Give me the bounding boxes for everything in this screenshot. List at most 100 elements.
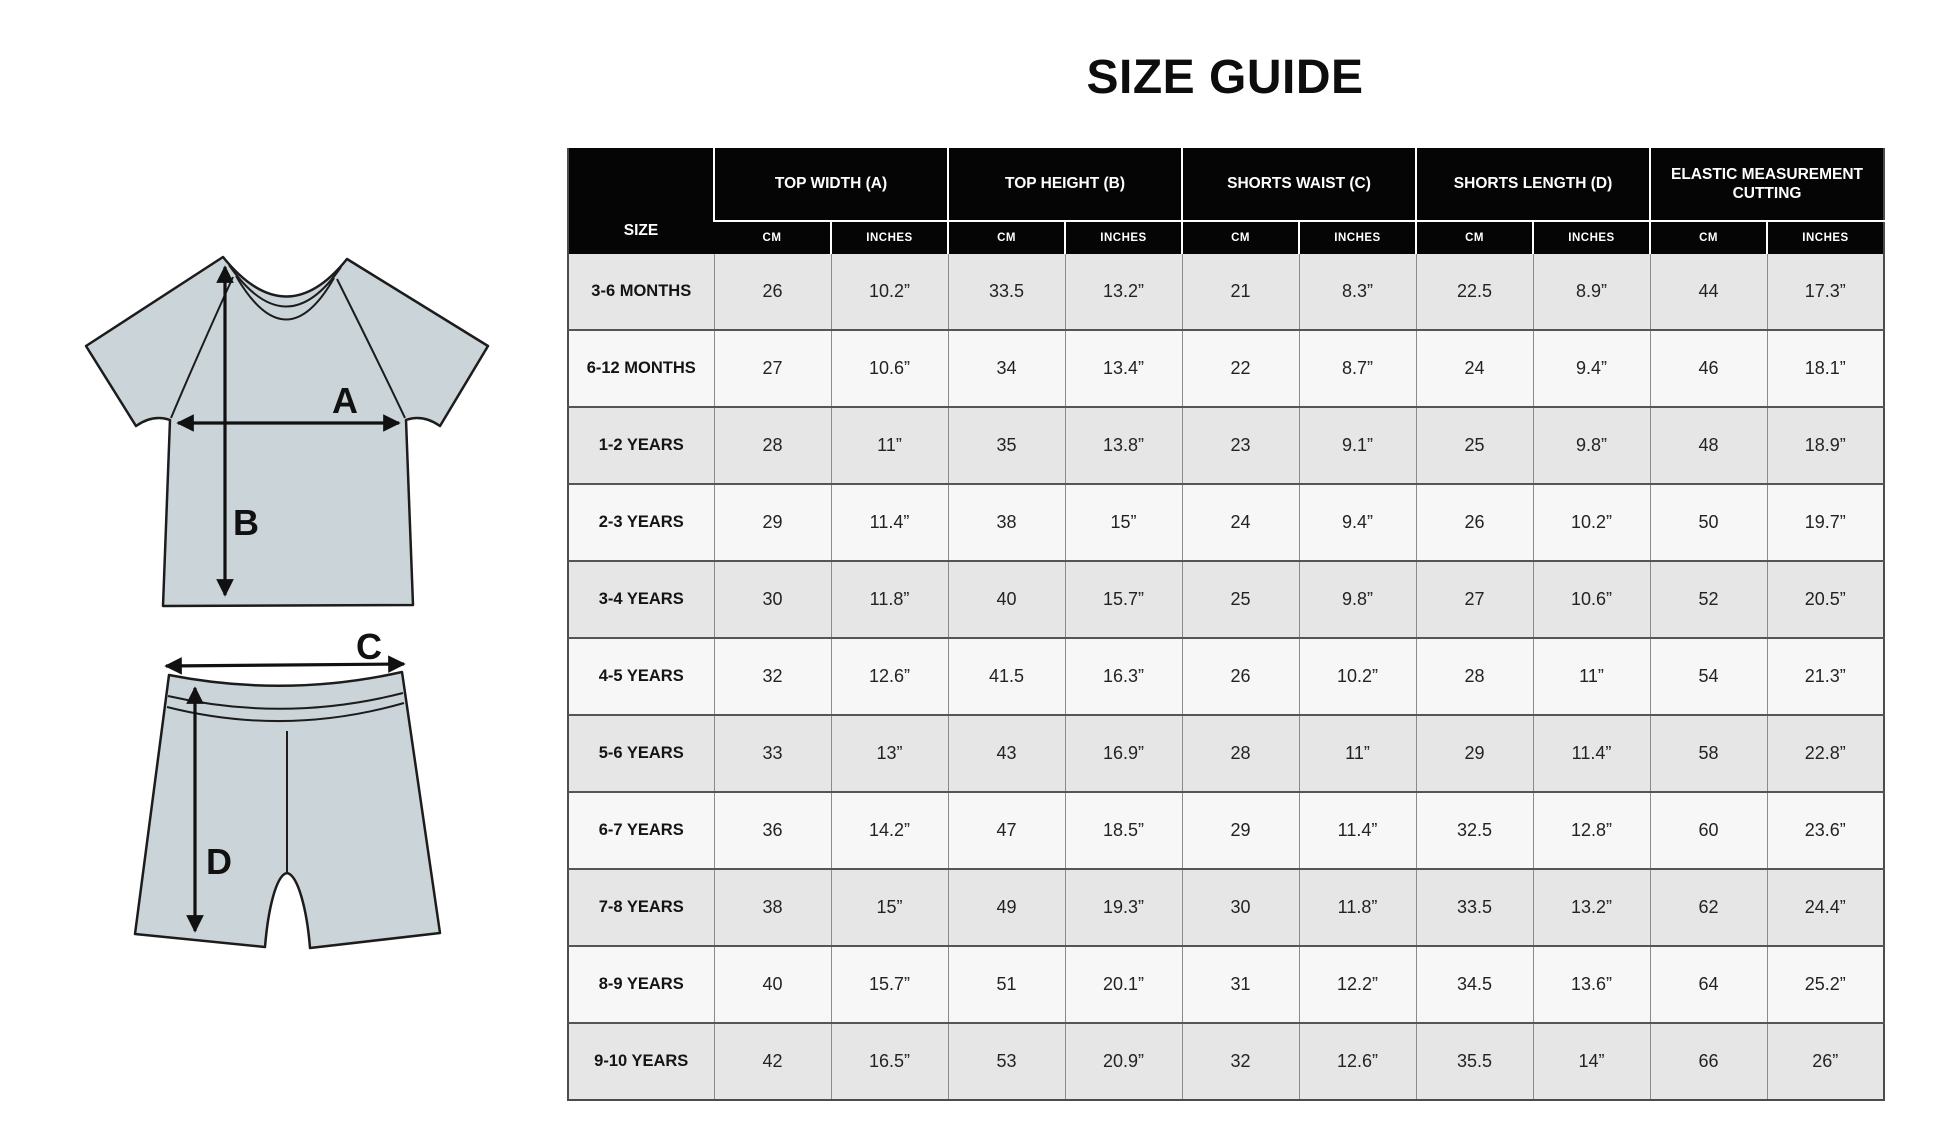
measurement-value-cell: 33.5 [1415,868,1534,946]
measurement-value-cell: 12.2” [1298,945,1417,1023]
table-row: 1-2 YEARS 28 11” 35 13.8” 23 9.1” 25 9.8” 48 18.9” [567,406,1885,484]
unit-header-cm: CM [947,220,1066,254]
label-c: C [356,628,382,667]
measurement-value-cell: 10.2” [1532,483,1651,561]
measurement-value-cell: 52 [1649,560,1768,638]
unit-header-inches: INCHES [1532,220,1651,254]
table-row: 6-12 MONTHS 27 10.6” 34 13.4” 22 8.7” 24 9.4” 46 1… [567,329,1885,407]
measurement-value-cell: 20.5” [1766,560,1885,638]
measurement-value-cell: 51 [947,945,1066,1023]
unit-header-inches: INCHES [1298,220,1417,254]
measurement-value-cell: 42 [713,1022,831,1100]
measurement-value-cell: 14” [1532,1022,1651,1100]
unit-header-inches: INCHES [1766,220,1885,254]
measurement-value-cell: 49 [947,868,1066,946]
measurement-value-cell: 10.6” [1532,560,1651,638]
size-row-label: 8-9 YEARS [567,945,714,1023]
measurement-value-cell: 10.2” [830,254,949,330]
unit-header-inches: INCHES [1064,220,1183,254]
tshirt-raglan-seam-right [336,278,406,419]
column-header-top-width: TOP WIDTH (A) [712,148,949,221]
table-row: 3-6 MONTHS 26 10.2” 33.5 13.2” 21 8.3” 22.5 8.9”… [567,254,1885,330]
measurement-value-cell: 35 [947,406,1066,484]
unit-header-cm: CM [1649,220,1768,254]
measurement-value-cell: 25.2” [1766,945,1885,1023]
measurement-value-cell: 29 [713,483,831,561]
measurement-value-cell: 27 [713,329,831,407]
measurement-value-cell: 19.3” [1064,868,1183,946]
measurement-value-cell: 41.5 [947,637,1066,715]
measurement-value-cell: 11.4” [1532,714,1651,792]
measurement-value-cell: 11.8” [1298,868,1417,946]
table-unit-header-row: CM INCHES CM INCHES CM INCHES CM INCHES … [568,220,1885,254]
measurement-value-cell: 40 [947,560,1066,638]
measurement-value-cell: 29 [1415,714,1534,792]
size-guide-table: SIZE TOP WIDTH (A) TOP HEIGHT (B) SHORTS… [567,148,1886,1101]
size-row-label: 1-2 YEARS [567,406,714,484]
measurement-value-cell: 12.6” [830,637,949,715]
column-header-top-height: TOP HEIGHT (B) [947,148,1183,221]
measurement-value-cell: 38 [713,868,831,946]
measurement-value-cell: 46 [1649,329,1768,407]
measurement-value-cell: 9.4” [1532,329,1651,407]
table-row: 4-5 YEARS 32 12.6” 41.5 16.3” 26 10.2” 28 11” 54 2… [567,637,1885,715]
measurement-value-cell: 40 [713,945,831,1023]
measurement-value-cell: 11” [1298,714,1417,792]
measurement-value-cell: 23.6” [1766,791,1885,869]
table-row: 6-7 YEARS 36 14.2” 47 18.5” 29 11.4” 32.5 12.8” 6… [567,791,1885,869]
measurement-value-cell: 11.4” [1298,791,1417,869]
measurement-value-cell: 47 [947,791,1066,869]
measurement-value-cell: 15.7” [1064,560,1183,638]
measurement-value-cell: 13.4” [1064,329,1183,407]
size-row-label: 2-3 YEARS [567,483,714,561]
measurement-value-cell: 11” [1532,637,1651,715]
measurement-value-cell: 11” [830,406,949,484]
tshirt-collar-line [235,275,335,321]
measurement-value-cell: 22 [1181,329,1300,407]
page-title: SIZE GUIDE [1086,51,1364,104]
measurement-value-cell: 66 [1649,1022,1768,1100]
measurement-value-cell: 24 [1181,483,1300,561]
measurement-value-cell: 11.4” [830,483,949,561]
measurement-value-cell: 38 [947,483,1066,561]
measurement-value-cell: 28 [713,406,831,484]
shorts-diagram: C D [133,628,442,950]
measurement-value-cell: 10.6” [830,329,949,407]
measurement-value-cell: 28 [1415,637,1534,715]
table-group-header-row: SIZE TOP WIDTH (A) TOP HEIGHT (B) SHORTS… [568,148,1885,254]
measurement-value-cell: 33.5 [947,254,1066,330]
measurement-value-cell: 26” [1766,1022,1885,1100]
measurement-value-cell: 16.3” [1064,637,1183,715]
column-header-shorts-waist: SHORTS WAIST (C) [1181,148,1417,221]
measurement-value-cell: 26 [1181,637,1300,715]
measurement-value-cell: 12.6” [1298,1022,1417,1100]
measurement-value-cell: 18.1” [1766,329,1885,407]
column-header-elastic: ELASTIC MEASUREMENT CUTTING [1649,148,1885,221]
measurement-value-cell: 23 [1181,406,1300,484]
unit-header-inches: INCHES [829,220,949,254]
measurement-value-cell: 24.4” [1766,868,1885,946]
label-a: A [332,380,358,421]
measurement-value-cell: 25 [1415,406,1534,484]
tshirt-outline [84,255,490,608]
table-row: 8-9 YEARS 40 15.7” 51 20.1” 31 12.2” 34.5 13.6” 6… [567,945,1885,1023]
size-row-label: 6-7 YEARS [567,791,714,869]
size-row-label: 7-8 YEARS [567,868,714,946]
size-row-label: 3-4 YEARS [567,560,714,638]
measurement-value-cell: 31 [1181,945,1300,1023]
measurement-value-cell: 36 [713,791,831,869]
measurement-value-cell: 15” [1064,483,1183,561]
measurement-value-cell: 17.3” [1766,254,1885,330]
measurement-value-cell: 20.9” [1064,1022,1183,1100]
table-row: 2-3 YEARS 29 11.4” 38 15” 24 9.4” 26 10.2” 50 19.7… [567,483,1885,561]
measurement-value-cell: 48 [1649,406,1768,484]
measurement-value-cell: 34 [947,329,1066,407]
table-row: 3-4 YEARS 30 11.8” 40 15.7” 25 9.8” 27 10.6” 52 20… [567,560,1885,638]
size-row-label: 3-6 MONTHS [567,254,714,330]
measurement-value-cell: 16.9” [1064,714,1183,792]
label-d: D [206,841,232,882]
measurement-value-cell: 9.8” [1532,406,1651,484]
measurement-value-cell: 20.1” [1064,945,1183,1023]
measurement-value-cell: 19.7” [1766,483,1885,561]
